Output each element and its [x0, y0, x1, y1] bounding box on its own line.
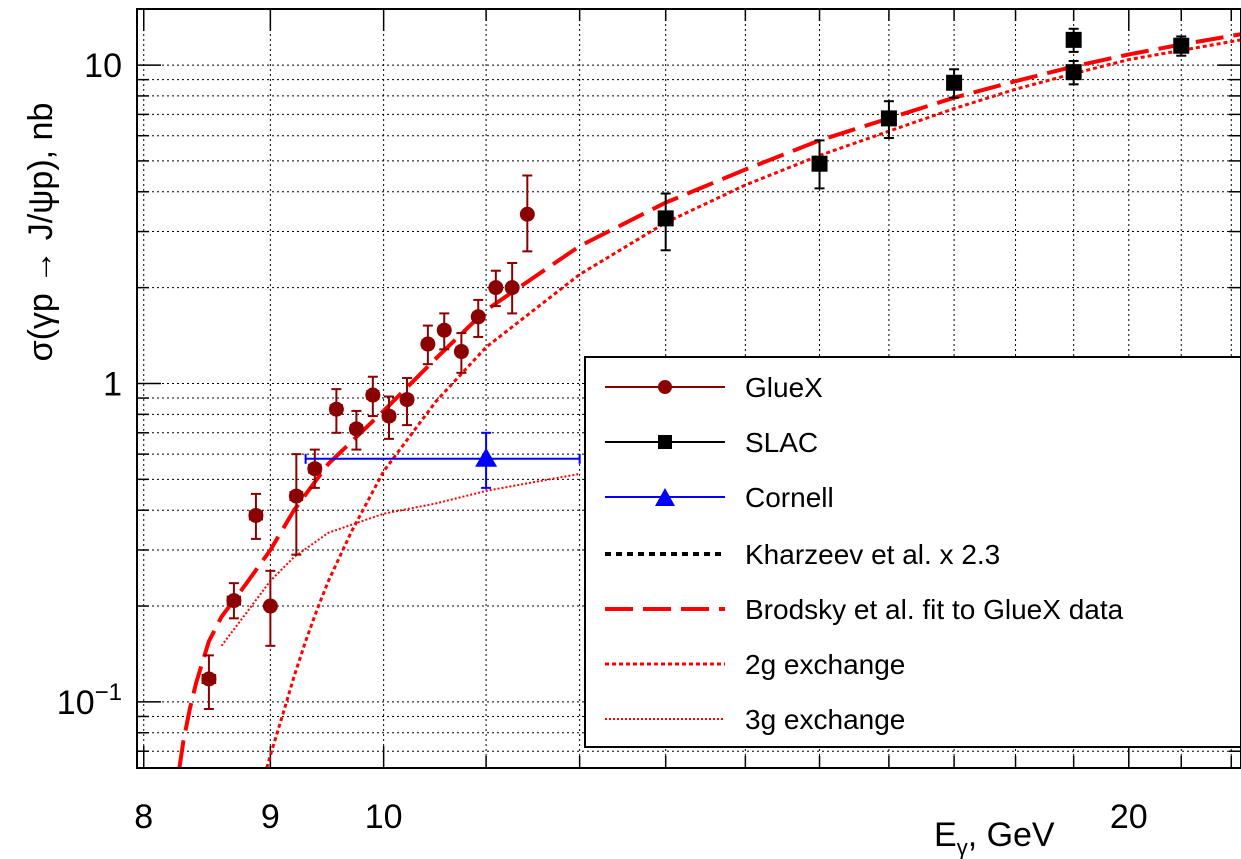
gluex-point	[470, 298, 486, 338]
legend-entry-3g-exchange: 3g exchange	[605, 704, 905, 735]
gluex-marker	[288, 488, 304, 504]
x-tick-label: 20	[1110, 798, 1148, 836]
legend-marker-slac	[658, 435, 672, 449]
legend-marker-gluex	[658, 380, 672, 394]
gluex-marker	[381, 408, 397, 424]
legend-entry-2g-exchange: 2g exchange	[605, 649, 905, 680]
gluex-marker	[453, 344, 469, 360]
gluex-point	[248, 492, 264, 540]
gluex-marker	[504, 280, 520, 296]
gluex-point	[519, 174, 535, 253]
gluex-point	[504, 261, 520, 315]
slac-point	[811, 139, 828, 190]
legend-label-3g-exchange: 3g exchange	[745, 704, 905, 735]
gluex-point	[453, 332, 469, 374]
legend-entry-kharzeev: Kharzeev et al. x 2.3	[605, 539, 1000, 570]
y-axis-title: σ(γp → J/ψp), nb	[22, 103, 60, 362]
legend-label-slac: SLAC	[745, 427, 818, 458]
legend-label-kharzeev: Kharzeev et al. x 2.3	[745, 539, 1000, 570]
gluex-point	[262, 569, 278, 647]
x-tick-label: 8	[134, 798, 153, 836]
gluex-point	[307, 448, 323, 489]
gluex-point	[348, 409, 364, 451]
legend-label-2g-exchange: 2g exchange	[745, 649, 905, 680]
plot-frame	[136, 8, 1241, 769]
x-tick-label: 10	[365, 798, 403, 836]
gluex-point	[226, 582, 242, 620]
legend-label-brodsky: Brodsky et al. fit to GlueX data	[745, 594, 1124, 625]
gluex-point	[201, 654, 217, 710]
cornell-marker	[475, 447, 498, 467]
gluex-marker	[262, 598, 278, 614]
gluex-marker	[436, 322, 452, 338]
slac-marker	[946, 74, 963, 91]
gluex-point	[288, 453, 304, 556]
legend-entry-brodsky: Brodsky et al. fit to GlueX data	[605, 594, 1124, 625]
slac-marker	[880, 110, 897, 127]
slac-marker	[811, 155, 828, 172]
slac-point	[1065, 59, 1082, 86]
slac-point	[657, 192, 674, 252]
gluex-point	[436, 312, 452, 351]
slac-point	[946, 68, 963, 99]
y-tick-label: 10	[84, 47, 122, 85]
tick-labels: 8 9 10 20 10 1 10−1	[57, 47, 1148, 836]
legend-entry-slac: SLAC	[605, 427, 818, 458]
gluex-marker	[470, 309, 486, 325]
slac-point	[880, 100, 897, 140]
legend-entry-gluex: GlueX	[605, 372, 823, 403]
y-tick-label: 10−1	[57, 679, 122, 722]
curve-3g-exchange	[220, 472, 580, 647]
y-tick-label: 1	[103, 365, 122, 403]
gluex-point	[488, 269, 504, 308]
gluex-marker	[420, 336, 436, 352]
x-tick-label: 9	[261, 798, 280, 836]
slac-marker	[1173, 37, 1190, 54]
data-points	[201, 27, 1190, 710]
gluex-marker	[488, 280, 504, 296]
legend-label-cornell: Cornell	[745, 482, 834, 513]
legend: GlueX SLAC Cornell Kharzeev et al. x 2.3…	[584, 356, 1241, 748]
gluex-marker	[399, 392, 415, 408]
gluex-marker	[226, 593, 242, 609]
gluex-marker	[328, 401, 344, 417]
legend-entry-cornell: Cornell	[605, 482, 834, 513]
gluex-point	[365, 375, 381, 418]
slac-marker	[657, 210, 674, 227]
model-curves	[177, 32, 1241, 768]
slac-point	[1173, 35, 1190, 57]
gluex-marker	[201, 671, 217, 687]
gluex-point	[399, 377, 415, 427]
slac-marker	[1065, 64, 1082, 81]
legend-marker-cornell	[655, 488, 675, 506]
curve-brodsky-et-al-fit-to-gluex-data	[177, 32, 1241, 768]
slac-point	[1065, 27, 1082, 53]
gluex-marker	[365, 387, 381, 403]
cornell-point	[304, 431, 581, 489]
axis-ticks	[137, 9, 1241, 768]
x-axis-title: Eγ, GeV	[934, 816, 1055, 859]
gluex-point	[381, 395, 397, 440]
gluex-marker	[519, 206, 535, 222]
gluex-marker	[307, 461, 323, 477]
slac-marker	[1065, 31, 1082, 48]
curve-2g-exchange	[265, 38, 1241, 768]
legend-label-gluex: GlueX	[745, 372, 823, 403]
gluex-marker	[248, 507, 264, 523]
gluex-point	[420, 324, 436, 366]
gluex-point	[328, 388, 344, 434]
gluex-marker	[348, 421, 364, 437]
